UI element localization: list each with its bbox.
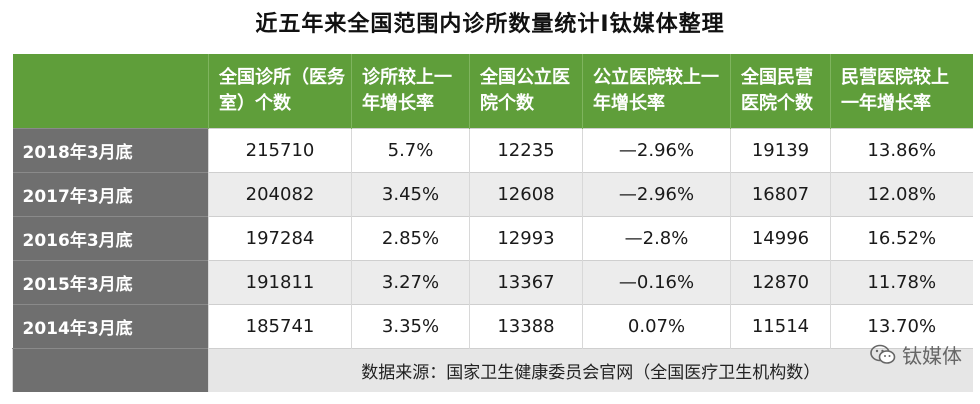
source-row-spacer [12, 347, 209, 392]
table-cell: 16807 [730, 171, 831, 216]
table-cell: 12235 [469, 127, 583, 172]
table-cell: 16.52% [830, 215, 973, 260]
table-cell: 185741 [208, 303, 352, 348]
row-label: 2018年3月底 [12, 127, 209, 172]
table-cell: 204082 [208, 171, 352, 216]
table-cell: 13388 [469, 303, 583, 348]
column-header: 民营医院较上一年增长率 [830, 54, 973, 128]
table-cell: 215710 [208, 127, 352, 172]
column-header: 全国诊所（医务室）个数 [208, 54, 352, 128]
column-header: 全国民营医院个数 [730, 54, 831, 128]
watermark: 钛媒体 [870, 340, 962, 369]
table-cell: 5.7% [351, 127, 470, 172]
row-label: 2014年3月底 [12, 303, 209, 348]
table-row: 2017年3月底 204082 3.45% 12608 —2.96% 16807… [12, 171, 973, 216]
table-cell: 3.27% [351, 259, 470, 304]
watermark-text: 钛媒体 [902, 344, 962, 368]
table-cell: 2.85% [351, 215, 470, 260]
clinic-stats-table: 全国诊所（医务室）个数 诊所较上一年增长率 全国公立医院个数 公立医院较上一年增… [12, 54, 973, 392]
table-cell: —2.8% [582, 215, 731, 260]
table-cell: 3.35% [351, 303, 470, 348]
table-row: 2015年3月底 191811 3.27% 13367 —0.16% 12870… [12, 259, 973, 304]
table-cell: 197284 [208, 215, 352, 260]
table-cell: 0.07% [582, 303, 731, 348]
table-header-row: 全国诊所（医务室）个数 诊所较上一年增长率 全国公立医院个数 公立医院较上一年增… [12, 54, 973, 128]
table-cell: 12870 [730, 259, 831, 304]
row-label: 2016年3月底 [12, 215, 209, 260]
table-cell: 19139 [730, 127, 831, 172]
table-cell: 12.08% [830, 171, 973, 216]
table-cell: —2.96% [582, 127, 731, 172]
table-cell: —2.96% [582, 171, 731, 216]
table-cell: —0.16% [582, 259, 731, 304]
table-row: 2014年3月底 185741 3.35% 13388 0.07% 11514 … [12, 303, 973, 348]
table-cell: 12993 [469, 215, 583, 260]
row-label: 2017年3月底 [12, 171, 209, 216]
source-row: 数据来源：国家卫生健康委员会官网（全国医疗卫生机构数） [12, 347, 973, 392]
table-cell: 13.86% [830, 127, 973, 172]
table-cell: 11514 [730, 303, 831, 348]
row-label: 2015年3月底 [12, 259, 209, 304]
table-cell: 13.70% [830, 303, 973, 348]
column-header: 诊所较上一年增长率 [351, 54, 470, 128]
table-cell: 11.78% [830, 259, 973, 304]
table-cell: 3.45% [351, 171, 470, 216]
column-header: 公立医院较上一年增长率 [582, 54, 731, 128]
table-cell: 12608 [469, 171, 583, 216]
table-cell: 191811 [208, 259, 352, 304]
table-cell: 14996 [730, 215, 831, 260]
data-source-note: 数据来源：国家卫生健康委员会官网（全国医疗卫生机构数） [208, 347, 973, 392]
wechat-icon [870, 344, 896, 366]
page-title: 近五年来全国范围内诊所数量统计I钛媒体整理 [255, 12, 725, 37]
table-row: 2016年3月底 197284 2.85% 12993 —2.8% 14996 … [12, 215, 973, 260]
table-cell: 13367 [469, 259, 583, 304]
header-corner [12, 54, 209, 128]
table-row: 2018年3月底 215710 5.7% 12235 —2.96% 19139 … [12, 127, 973, 172]
column-header: 全国公立医院个数 [469, 54, 583, 128]
